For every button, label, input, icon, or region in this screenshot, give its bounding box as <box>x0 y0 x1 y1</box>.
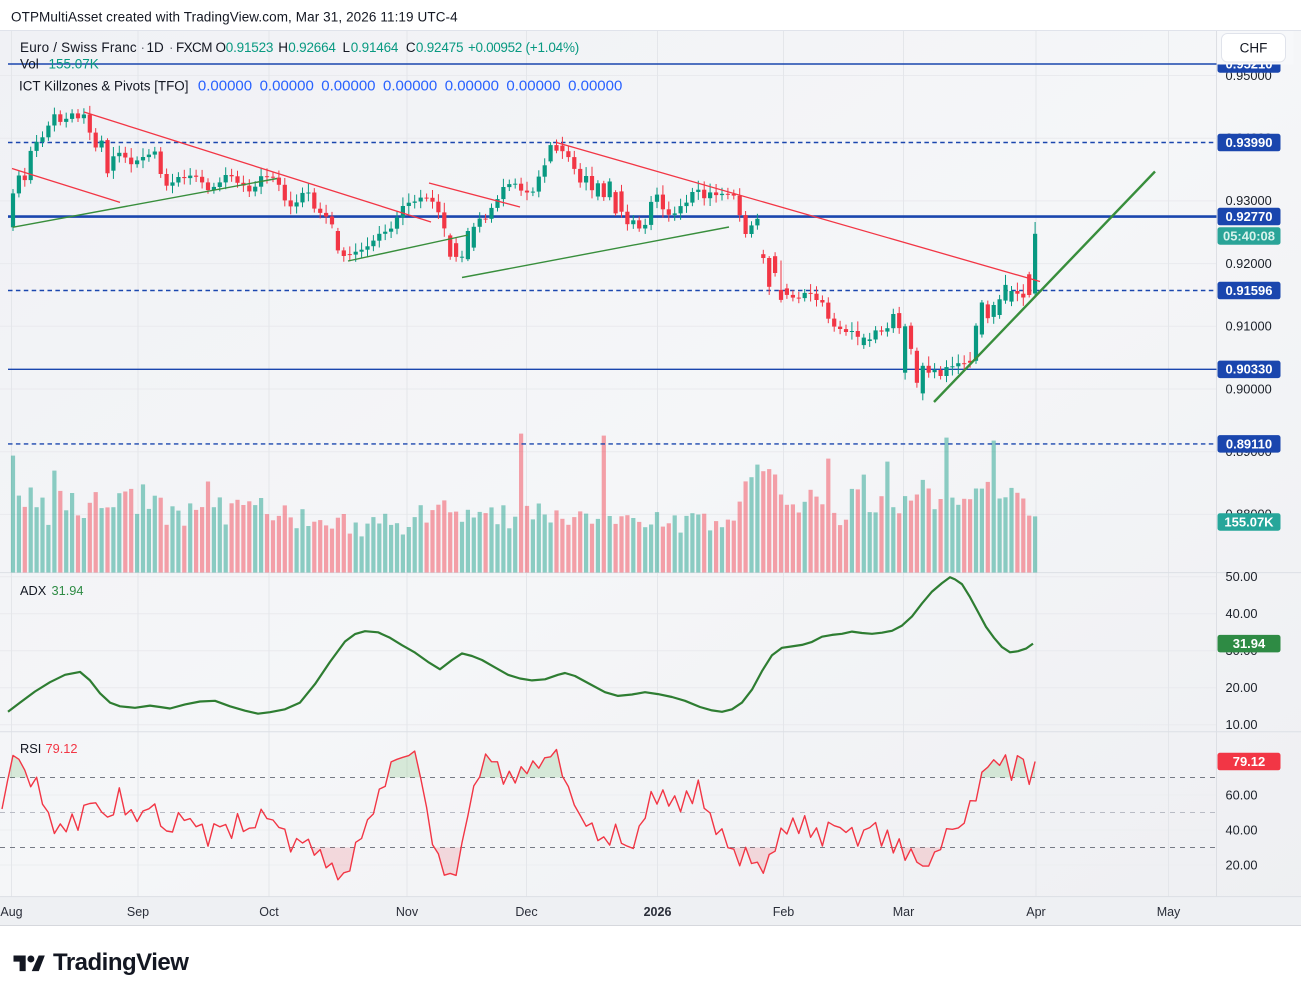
svg-text:Feb: Feb <box>773 905 795 919</box>
svg-text:Aug: Aug <box>0 905 22 919</box>
svg-text:0.91000: 0.91000 <box>1226 319 1272 334</box>
svg-text:31.94: 31.94 <box>1233 636 1266 651</box>
svg-text:0.92770: 0.92770 <box>1226 209 1273 224</box>
svg-text:20.00: 20.00 <box>1226 680 1258 695</box>
svg-text:Oct: Oct <box>259 905 279 919</box>
svg-text:79.12: 79.12 <box>1233 754 1266 769</box>
svg-text:2026: 2026 <box>644 905 672 919</box>
svg-text:Mar: Mar <box>893 905 915 919</box>
svg-text:40.00: 40.00 <box>1226 606 1258 621</box>
svg-text:0.93990: 0.93990 <box>1226 135 1273 150</box>
svg-text:Apr: Apr <box>1026 905 1045 919</box>
svg-text:ICT Killzones & Pivots [TFO]0.: ICT Killzones & Pivots [TFO] 0.00000 0.000… <box>19 77 622 94</box>
svg-text:CHF: CHF <box>1240 41 1268 56</box>
svg-text:0.91596: 0.91596 <box>1226 283 1273 298</box>
svg-text:Nov: Nov <box>396 905 419 919</box>
svg-text:0.90000: 0.90000 <box>1226 381 1272 396</box>
svg-text:60.00: 60.00 <box>1226 787 1258 802</box>
svg-text:TradingView: TradingView <box>53 949 189 976</box>
svg-text:Sep: Sep <box>127 905 149 919</box>
svg-text:0.90330: 0.90330 <box>1226 362 1273 377</box>
svg-text:155.07K: 155.07K <box>1224 514 1274 529</box>
svg-text:10.00: 10.00 <box>1226 717 1258 732</box>
svg-text:40.00: 40.00 <box>1226 822 1258 837</box>
svg-text:05:40:08: 05:40:08 <box>1223 228 1275 243</box>
svg-text:20.00: 20.00 <box>1226 857 1258 872</box>
svg-text:50.00: 50.00 <box>1226 569 1258 584</box>
svg-text:0.89110: 0.89110 <box>1226 436 1272 451</box>
svg-text:Dec: Dec <box>515 905 537 919</box>
svg-text:0.93000: 0.93000 <box>1226 193 1272 208</box>
svg-text:0.92000: 0.92000 <box>1226 256 1272 271</box>
svg-text:May: May <box>1157 905 1181 919</box>
svg-text:OTPMultiAsset created with Tra: OTPMultiAsset created with TradingView.c… <box>11 10 458 25</box>
